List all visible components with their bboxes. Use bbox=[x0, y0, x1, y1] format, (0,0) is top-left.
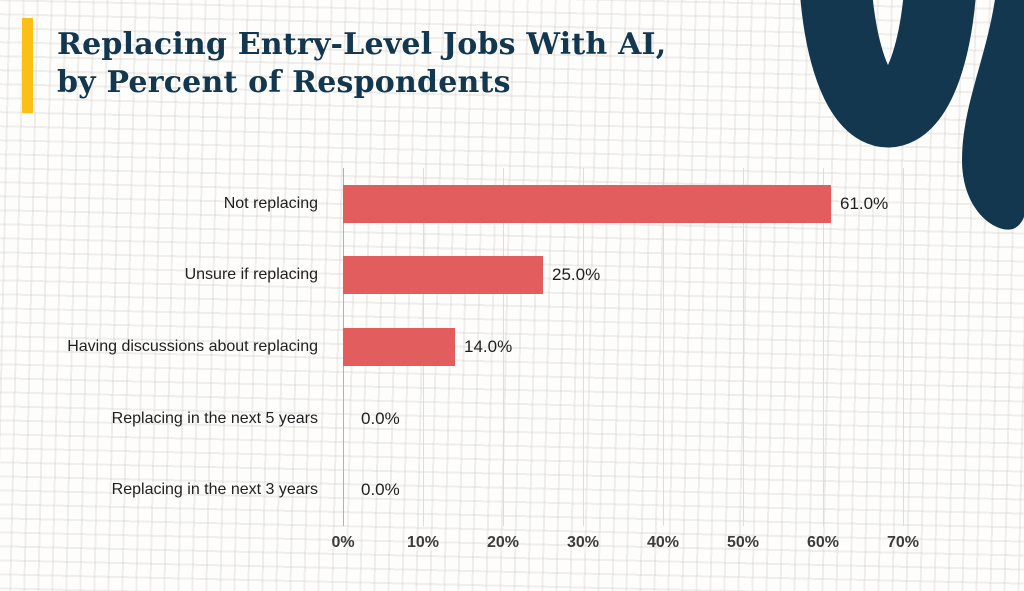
page-title: Replacing Entry-Level Jobs With AI, by P… bbox=[57, 26, 666, 102]
bar bbox=[343, 256, 543, 295]
x-tick-label: 20% bbox=[486, 534, 520, 551]
x-tick-label: 30% bbox=[566, 534, 600, 551]
x-tick-label: 50% bbox=[726, 534, 760, 551]
gridline bbox=[583, 168, 584, 526]
title-accent-bar bbox=[22, 18, 33, 113]
category-label: Unsure if replacing bbox=[184, 266, 318, 284]
x-tick-label: 70% bbox=[886, 534, 920, 551]
category-label: Having discussions about replacing bbox=[67, 338, 318, 355]
x-tick-label: 40% bbox=[646, 534, 680, 551]
gridline bbox=[503, 168, 504, 526]
x-tick-label: 60% bbox=[806, 534, 840, 551]
gridline bbox=[743, 168, 744, 526]
value-label: 14.0% bbox=[464, 337, 513, 356]
bar bbox=[343, 328, 455, 366]
category-label: Not replacing bbox=[223, 194, 318, 212]
x-tick-label: 0% bbox=[331, 534, 355, 551]
gridline bbox=[903, 168, 904, 526]
value-label: 0.0% bbox=[361, 408, 400, 428]
x-tick-label: 10% bbox=[406, 534, 440, 551]
page-title-line2: by Percent of Respondents bbox=[57, 65, 511, 100]
value-label: 0.0% bbox=[361, 480, 400, 500]
value-label: 25.0% bbox=[552, 265, 601, 285]
category-label: Replacing in the next 3 years bbox=[111, 481, 318, 499]
category-label: Replacing in the next 5 years bbox=[111, 409, 318, 427]
gridline bbox=[663, 168, 664, 526]
bar bbox=[343, 184, 831, 223]
value-label: 61.0% bbox=[840, 193, 889, 213]
page-title-line1: Replacing Entry-Level Jobs With AI, bbox=[57, 27, 667, 62]
gridline bbox=[823, 168, 824, 526]
